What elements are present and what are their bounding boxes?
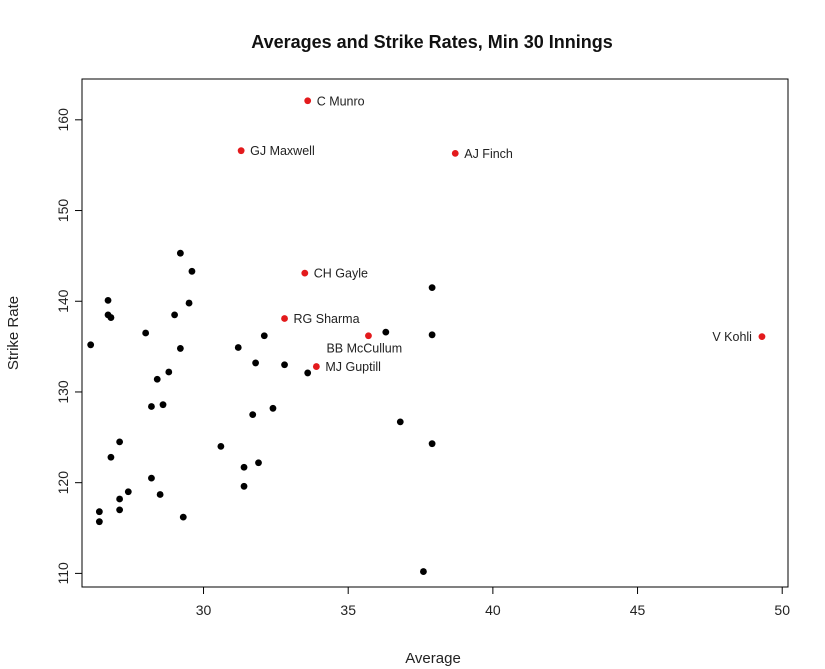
data-point-2 — [95, 518, 103, 526]
x-axis-label: Average — [405, 650, 461, 667]
highlight-point-mj-guptill — [312, 363, 320, 370]
data-point-39 — [428, 331, 436, 339]
data-point-19 — [176, 249, 184, 257]
data-point-25 — [234, 344, 242, 351]
data-point-12 — [148, 403, 155, 410]
data-point-37 — [420, 568, 427, 575]
data-point-20 — [176, 345, 184, 352]
x-tick-label-45: 45 — [630, 602, 646, 618]
y-tick-label-150: 150 — [55, 199, 71, 223]
data-point-26 — [240, 463, 248, 471]
data-point-1 — [95, 508, 103, 516]
x-axis: 30 35 40 45 50 — [196, 587, 790, 618]
y-tick-label-160: 160 — [55, 108, 71, 132]
data-point-32 — [269, 404, 277, 412]
data-point-28 — [249, 411, 257, 419]
highlight-point-aj-finch — [451, 149, 459, 157]
data-point-13 — [148, 474, 155, 482]
data-point-31 — [260, 332, 268, 340]
data-point-33 — [281, 361, 288, 369]
data-point-27 — [240, 482, 248, 490]
point-label-rg-sharma: RG Sharma — [294, 312, 360, 326]
plot-frame — [81, 78, 789, 588]
data-point-0 — [87, 341, 95, 349]
highlight-point-rg-sharma — [281, 315, 288, 322]
data-point-10 — [124, 488, 132, 496]
data-point-5 — [107, 314, 115, 321]
point-label-aj-finch: AJ Finch — [464, 147, 513, 161]
data-point-3 — [104, 296, 112, 304]
data-point-6 — [107, 453, 115, 461]
highlight-point-c-munro — [304, 97, 312, 105]
data-point-24 — [217, 442, 225, 450]
data-point-34 — [304, 369, 312, 377]
data-point-15 — [156, 491, 164, 498]
data-point-11 — [142, 329, 150, 337]
y-axis: 110 120 130 140 150 160 — [55, 108, 82, 585]
y-tick-label-130: 130 — [55, 380, 71, 404]
x-tick-label-35: 35 — [340, 602, 356, 618]
chart-title: Averages and Strike Rates, Min 30 Inning… — [251, 32, 612, 52]
data-point-23 — [188, 267, 196, 275]
highlight-point-v-kohli — [758, 333, 766, 341]
data-point-7 — [116, 438, 124, 446]
x-tick-label-40: 40 — [485, 602, 501, 618]
x-tick-label-50: 50 — [774, 602, 790, 618]
data-point-17 — [165, 368, 173, 376]
data-points: C Munro GJ Maxwell AJ Finch CH Gayle RG Shar… — [87, 94, 766, 575]
data-point-29 — [252, 359, 260, 367]
highlight-point-gj-maxwell — [237, 147, 245, 155]
point-label-c-munro: C Munro — [317, 94, 365, 108]
data-point-22 — [185, 299, 193, 307]
point-label-ch-gayle: CH Gayle — [314, 267, 368, 281]
data-point-30 — [255, 459, 262, 467]
data-point-21 — [179, 513, 187, 521]
data-point-40 — [428, 440, 436, 448]
data-point-9 — [116, 506, 124, 514]
y-tick-label-120: 120 — [55, 471, 71, 495]
point-label-gj-maxwell: GJ Maxwell — [250, 144, 315, 158]
x-tick-label-30: 30 — [196, 602, 212, 618]
highlight-point-ch-gayle — [301, 269, 309, 277]
point-label-mj-guptill: MJ Guptill — [325, 360, 381, 374]
point-label-v-kohli: V Kohli — [712, 330, 752, 344]
highlight-point-bb-mccullum — [365, 332, 372, 340]
data-point-14 — [153, 375, 161, 383]
y-tick-label-110: 110 — [55, 562, 71, 585]
y-axis-label: Strike Rate — [5, 296, 22, 370]
y-tick-label-140: 140 — [55, 289, 71, 313]
data-point-36 — [396, 418, 404, 426]
data-point-16 — [159, 401, 167, 409]
data-point-18 — [171, 311, 178, 319]
point-label-bb-mccullum: BB McCullum — [326, 342, 402, 356]
data-point-38 — [428, 284, 436, 292]
data-point-8 — [116, 495, 124, 503]
data-point-35 — [382, 328, 390, 336]
